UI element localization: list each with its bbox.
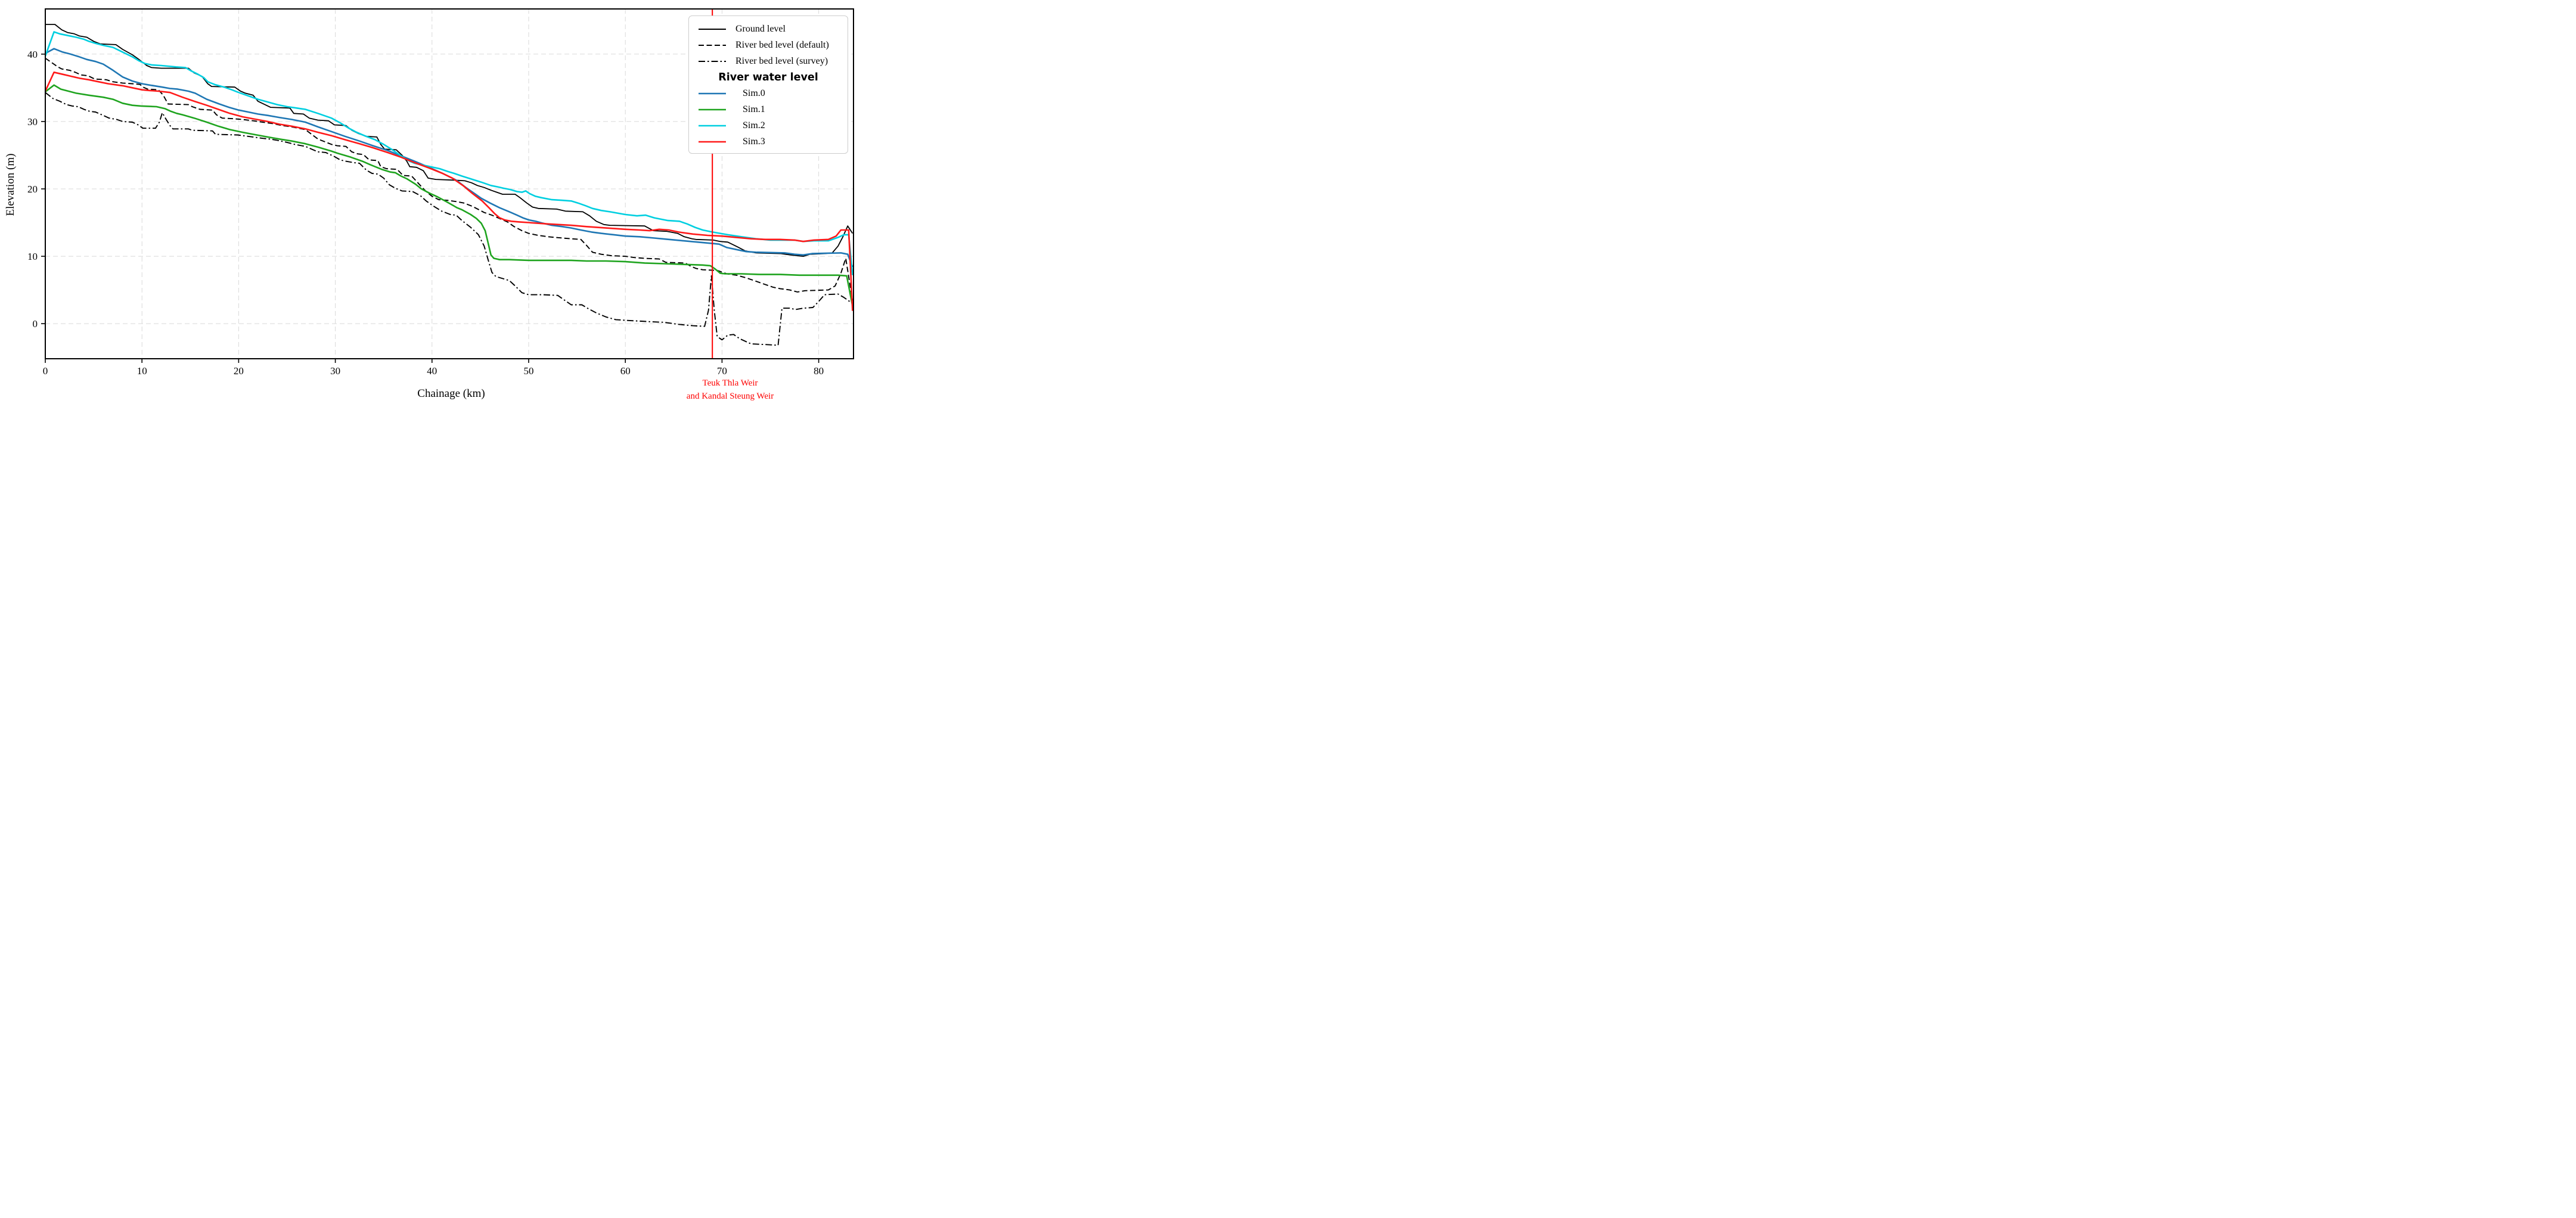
x-tick-label: 10 (137, 365, 147, 377)
legend-item-ground-level: Ground level (693, 21, 844, 37)
series-sim-3 (44, 72, 854, 311)
series-river-bed-level-survey- (45, 92, 853, 346)
legend-label: Sim.0 (743, 88, 765, 98)
legend-subtitle-row: River water level (693, 69, 844, 85)
legend-label: Ground level (735, 23, 786, 34)
series-sim-2 (44, 31, 854, 275)
legend-label: River bed level (default) (735, 39, 829, 50)
dashed-line-icon (697, 40, 727, 51)
y-axis-label: Elevation (m) (4, 153, 17, 216)
legend-item-bed-default: River bed level (default) (693, 37, 844, 53)
legend-item-sim0: Sim.0 (693, 85, 844, 101)
legend-label: Sim.3 (743, 136, 765, 147)
x-tick-label: 0 (43, 365, 48, 377)
legend-item-bed-survey: River bed level (survey) (693, 53, 844, 69)
y-tick-label: 20 (27, 184, 38, 195)
chart-canvas: 0 10 20 30 40 50 60 70 80 0 10 20 30 40 (27, 8, 854, 377)
y-tick-label: 30 (27, 116, 38, 128)
sim0-line-icon (697, 88, 727, 99)
x-tick-label: 30 (330, 365, 340, 377)
x-tick-label: 50 (524, 365, 534, 377)
y-tick-label: 0 (33, 318, 38, 330)
x-axis-label: Chainage (km) (417, 387, 485, 400)
x-tick-label: 20 (234, 365, 244, 377)
x-tick-label: 40 (427, 365, 437, 377)
series-ground-level (45, 24, 854, 257)
series-sim-1 (45, 84, 854, 307)
plot-frame (45, 8, 854, 359)
x-tick-label: 60 (620, 365, 631, 377)
sim3-line-icon (697, 136, 727, 147)
y-tick-label: 10 (27, 251, 38, 262)
legend-title: River water level (718, 71, 818, 83)
y-tick-label: 40 (27, 49, 38, 60)
sim2-line-icon (697, 120, 727, 131)
legend-label: Sim.2 (743, 120, 765, 130)
legend-item-sim1: Sim.1 (693, 101, 844, 117)
x-tick-label: 70 (717, 365, 727, 377)
ground-level-line-icon (697, 24, 727, 35)
legend-label: River bed level (survey) (735, 55, 828, 66)
legend-item-sim3: Sim.3 (693, 133, 844, 150)
elevation-profile-figure: 0 10 20 30 40 50 60 70 80 0 10 20 30 40 Elevation (m)… (0, 0, 859, 406)
dash-dot-line-icon (697, 56, 727, 67)
legend: Ground level River bed level (default) R… (688, 15, 848, 154)
sim1-line-icon (697, 104, 727, 115)
weir-annotation: Teuk Thla Weir and Kandal Steung Weir (659, 377, 802, 403)
x-tick-label: 80 (814, 365, 824, 377)
series-river-bed-level-default- (45, 57, 854, 301)
legend-label: Sim.1 (743, 104, 765, 114)
legend-item-sim2: Sim.2 (693, 117, 844, 133)
weir-annotation-line1: Teuk Thla Weir (702, 378, 758, 388)
weir-annotation-line2: and Kandal Steung Weir (686, 392, 774, 401)
